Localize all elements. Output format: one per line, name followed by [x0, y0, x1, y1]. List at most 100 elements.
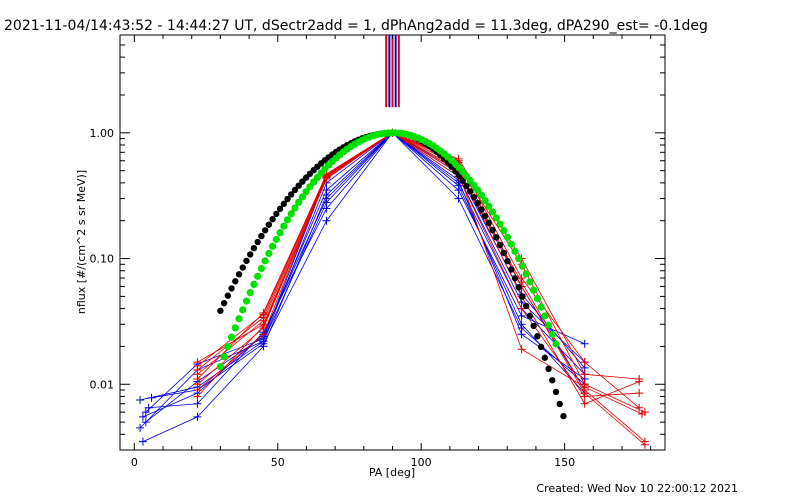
- blue-series-line: [139, 132, 585, 401]
- green-fit-point: [477, 191, 486, 199]
- green-fit-point: [291, 204, 299, 212]
- blue-series-line: [148, 132, 586, 409]
- green-fit-point: [503, 233, 512, 241]
- black-fit-point: [243, 257, 250, 265]
- black-fit-point: [258, 232, 265, 240]
- green-fit-point: [548, 330, 556, 338]
- green-fit-point: [298, 193, 307, 201]
- green-fit-point: [269, 242, 277, 250]
- green-fit-point: [220, 353, 228, 361]
- green-fit-point: [511, 247, 519, 255]
- green-fit-point: [522, 270, 530, 278]
- green-fit-point: [280, 222, 288, 230]
- red-series-line: [197, 132, 643, 415]
- green-fit-point: [500, 227, 508, 235]
- green-fit-point: [276, 229, 284, 237]
- black-fit-point: [217, 307, 224, 314]
- black-fit-point: [519, 293, 526, 300]
- red-point: [580, 399, 589, 408]
- green-fit-point: [470, 181, 478, 189]
- blue-point: [580, 339, 589, 348]
- y-tick-label: 0.01: [90, 378, 115, 391]
- green-fit-point: [257, 264, 266, 273]
- y-tick-label: 0.10: [90, 253, 115, 266]
- blue-point: [147, 393, 156, 402]
- red-point: [517, 345, 526, 354]
- red-point: [640, 440, 649, 449]
- green-fit-point: [231, 324, 239, 332]
- red-point: [580, 370, 589, 379]
- black-fit-point: [522, 302, 530, 310]
- red-series-line: [197, 132, 640, 397]
- blue-point: [454, 194, 463, 203]
- red-point: [193, 361, 202, 370]
- blue-point: [517, 320, 526, 329]
- black-fit-point: [496, 241, 504, 249]
- black-fit-point: [235, 271, 243, 278]
- black-fit-point: [511, 275, 519, 282]
- black-fit-point: [560, 412, 567, 420]
- red-point: [322, 174, 331, 183]
- black-fit-point: [470, 193, 478, 201]
- black-fit-point: [220, 299, 228, 307]
- blue-point: [136, 423, 145, 432]
- black-fit-point: [515, 284, 522, 291]
- black-fit-point: [224, 292, 232, 299]
- black-fit-point: [269, 215, 276, 223]
- green-fit-point: [474, 186, 482, 194]
- red-point: [259, 330, 268, 339]
- green-fit-point: [283, 216, 292, 224]
- green-fit-point: [530, 286, 538, 294]
- black-fit-point: [459, 177, 466, 184]
- green-fit-point: [272, 235, 280, 243]
- blue-point: [138, 412, 147, 421]
- y-axis-label: nflux [#/(cm^2 s sr MeV)]: [75, 170, 88, 314]
- green-fit-point: [287, 210, 295, 218]
- black-fit-point: [250, 244, 258, 252]
- green-fit-point: [246, 289, 254, 297]
- x-tick-label: 150: [554, 456, 575, 469]
- black-fit-point: [295, 182, 302, 189]
- blue-series-line: [142, 132, 585, 418]
- black-fit-point: [288, 191, 295, 198]
- black-fit-point: [556, 400, 563, 408]
- black-fit-point: [549, 377, 556, 384]
- green-fit-point: [254, 272, 262, 280]
- green-fit-point: [533, 294, 541, 303]
- black-fit-point: [500, 249, 507, 257]
- blue-point: [517, 311, 526, 320]
- blue-point: [193, 412, 202, 421]
- black-fit-point: [537, 343, 545, 351]
- red-point: [193, 392, 202, 401]
- y-tick-label: 1.00: [90, 127, 115, 140]
- black-fit-point: [545, 365, 552, 373]
- green-fit-point: [492, 214, 500, 222]
- title: 2021-11-04/14:43:52 - 14:44:27 UT, dSect…: [4, 18, 708, 34]
- black-fit-point: [232, 278, 239, 285]
- green-fit-point: [485, 202, 493, 210]
- blue-point: [138, 437, 147, 446]
- blue-point: [259, 342, 268, 351]
- black-fit-point: [478, 206, 485, 213]
- green-fit-point: [242, 297, 251, 305]
- black-fit-point: [265, 221, 273, 228]
- black-fit-point: [485, 219, 493, 227]
- blue-point: [322, 191, 331, 200]
- green-fit-point: [265, 249, 273, 258]
- black-fit-point: [534, 333, 541, 340]
- red-point: [259, 310, 268, 319]
- green-fit-point: [250, 280, 258, 288]
- green-fit-point: [552, 340, 560, 348]
- black-fit-point: [284, 195, 291, 203]
- blue-series-line: [145, 132, 585, 423]
- created-timestamp: Created: Wed Nov 10 22:00:12 2021: [536, 482, 738, 495]
- green-fit-point: [541, 312, 549, 320]
- black-fit-point: [463, 182, 470, 190]
- red-point: [580, 358, 589, 367]
- red-series-line: [197, 132, 640, 405]
- green-fit-point: [481, 196, 489, 205]
- black-fit-point: [526, 312, 534, 320]
- red-point: [193, 370, 202, 379]
- green-fit-point: [518, 262, 527, 270]
- black-fit-point: [291, 186, 299, 194]
